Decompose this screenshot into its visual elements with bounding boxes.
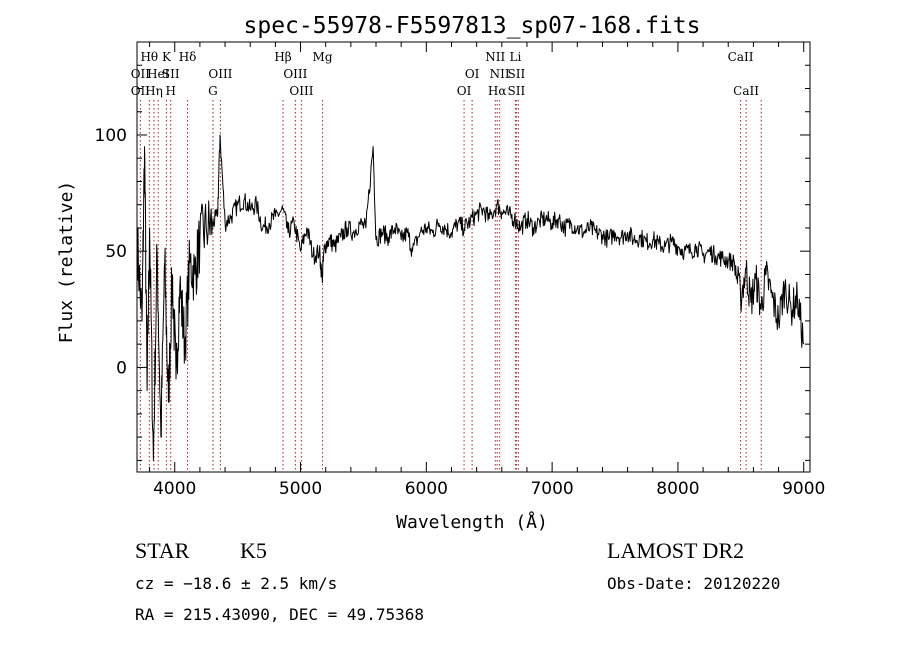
spectrum-series-line xyxy=(136,134,805,461)
line-label: CaII xyxy=(728,50,754,64)
x-axis-ticks: 4000 5000 6000 7000 8000 9000 xyxy=(149,42,825,499)
line-label: G xyxy=(208,84,218,98)
line-label: OII xyxy=(131,67,151,81)
line-label: OI xyxy=(457,84,472,98)
redshift-text: cz = −18.6 ± 2.5 km/s xyxy=(135,574,337,593)
y-axis-label: Flux (relative) xyxy=(56,181,77,344)
survey-name: LAMOST DR2 xyxy=(607,538,744,563)
x-tick-label: 7000 xyxy=(530,479,573,499)
line-label: CaII xyxy=(733,84,759,98)
x-tick-label: 5000 xyxy=(279,479,322,499)
object-subclass: K5 xyxy=(240,538,267,563)
x-tick-label: 6000 xyxy=(405,479,448,499)
plot-frame xyxy=(136,41,811,473)
y-axis-ticks: 0 50 100 xyxy=(95,64,810,461)
line-label: Hη xyxy=(145,84,163,98)
chart-title: spec-55978-F5597813_sp07-168.fits xyxy=(244,13,701,39)
line-label: HeI xyxy=(147,67,170,81)
line-label: Hβ xyxy=(274,50,291,64)
line-label: Mg xyxy=(313,50,333,64)
line-label: NII xyxy=(490,67,510,81)
line-label: SII xyxy=(508,67,526,81)
line-label: K xyxy=(162,50,172,64)
line-label: Hδ xyxy=(179,50,197,64)
obs-date: Obs-Date: 20120220 xyxy=(607,574,780,593)
y-tick-label: 100 xyxy=(95,126,127,146)
line-label: H xyxy=(165,84,175,98)
y-tick-label: 0 xyxy=(116,358,127,378)
line-label: Hθ xyxy=(140,50,158,64)
ra-dec: RA = 215.43090, DEC = 49.75368 xyxy=(135,605,424,624)
x-tick-label: 4000 xyxy=(153,479,196,499)
x-tick-label: 9000 xyxy=(782,479,825,499)
line-label: OIII xyxy=(289,84,313,98)
line-label: SII xyxy=(162,67,180,81)
line-labels: OII OII Hθ Hη HeI K SII H Hδ G OIII Hβ OIII OIII Mg OI O… xyxy=(131,50,760,98)
x-axis-label: Wavelength (Å) xyxy=(396,511,548,533)
object-class: STAR xyxy=(135,538,190,563)
line-label: NII xyxy=(485,50,505,64)
x-tick-label: 8000 xyxy=(656,479,699,499)
line-label: Li xyxy=(509,50,521,64)
line-label: OIII xyxy=(208,67,232,81)
reference-lines xyxy=(139,100,762,472)
line-label: Hα xyxy=(488,84,507,98)
line-label: OII xyxy=(131,84,151,98)
line-label: OIII xyxy=(283,67,307,81)
line-label: OI xyxy=(465,67,480,81)
y-tick-label: 50 xyxy=(105,242,127,262)
line-label: SII xyxy=(508,84,526,98)
